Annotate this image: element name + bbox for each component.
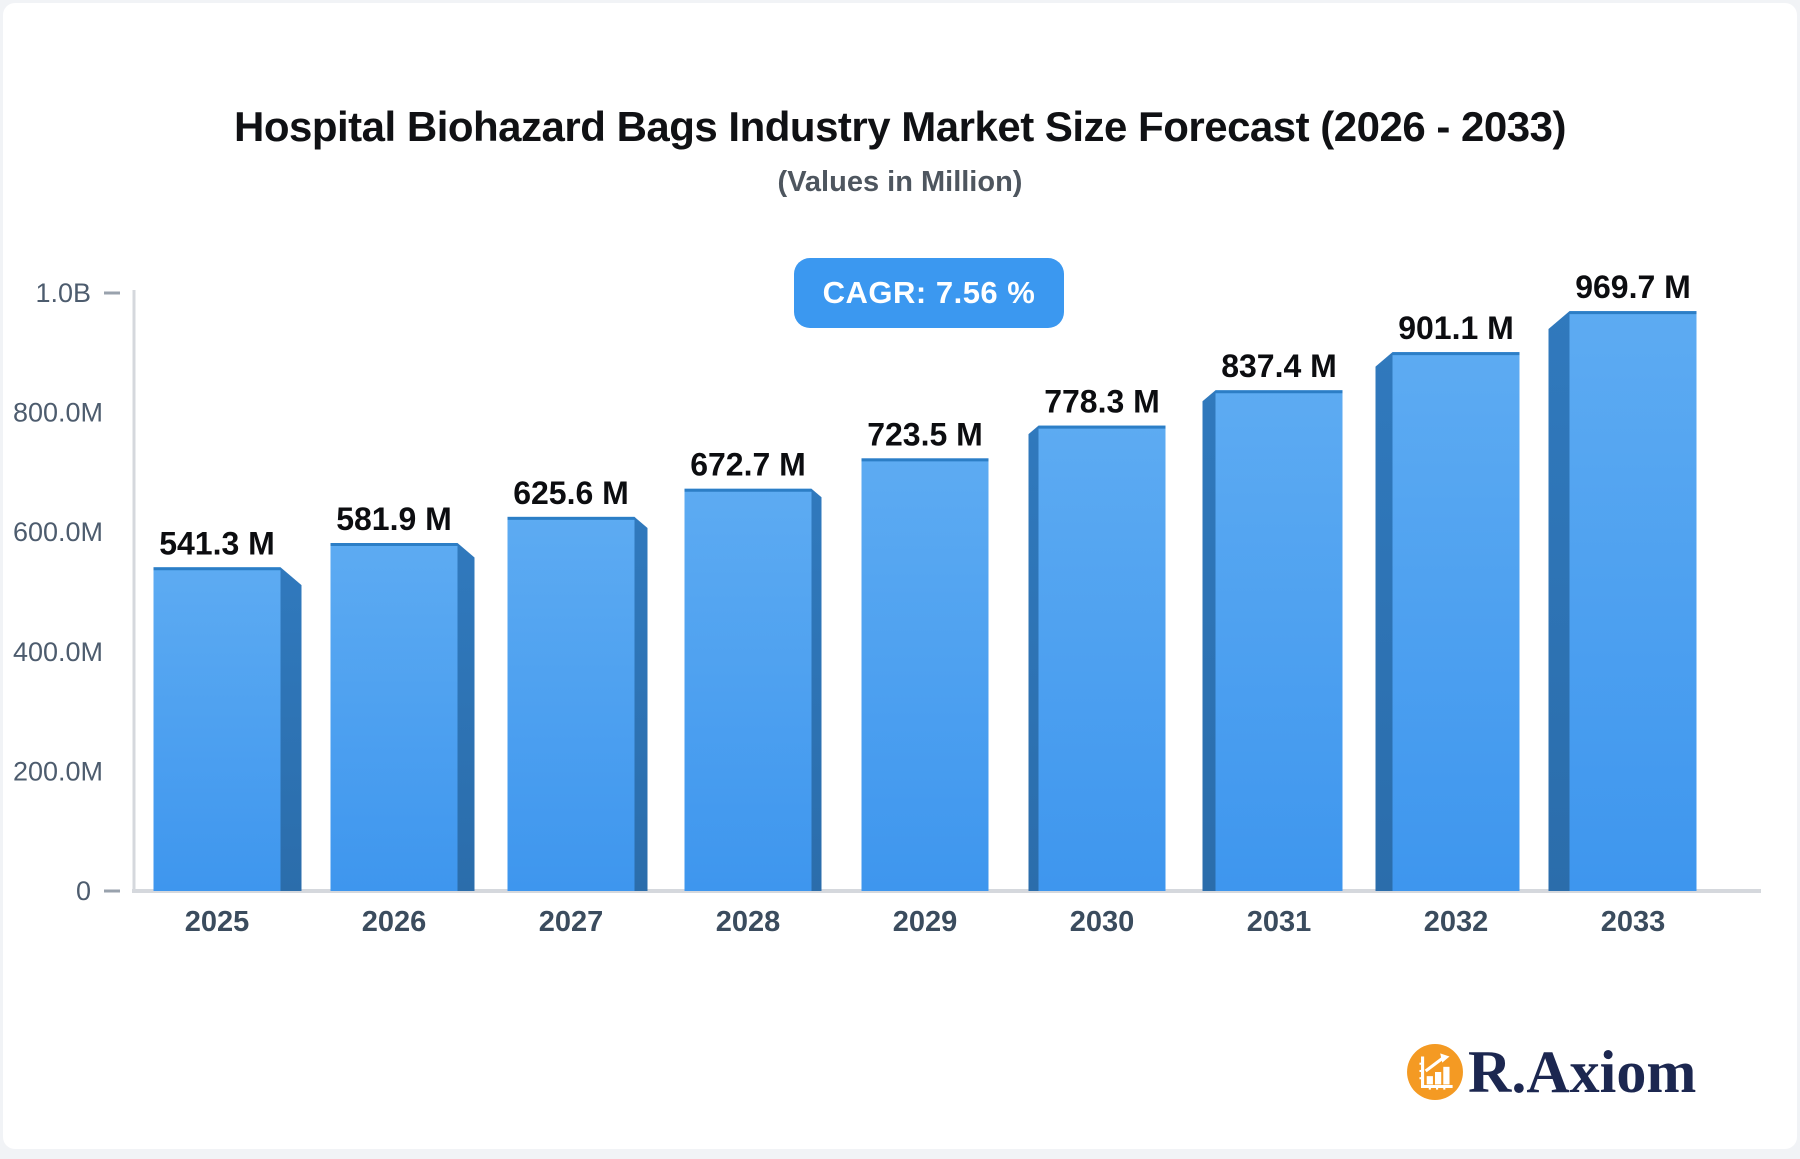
x-axis-category-label: 2030 (1070, 906, 1135, 938)
bar-value-label: 778.3 M (1044, 384, 1160, 420)
bar-front-face (684, 488, 812, 891)
bar-front-face (507, 516, 635, 891)
bar-front-face (1392, 352, 1520, 891)
x-axis-category-label: 2033 (1601, 906, 1666, 938)
bar-2027: 625.6 M 2027 (507, 475, 648, 938)
y-axis-tick-label: 0 (76, 876, 91, 906)
x-axis-category-label: 2028 (716, 906, 781, 938)
x-axis-category-label: 2032 (1424, 906, 1489, 938)
x-axis-category-label: 2031 (1247, 906, 1312, 938)
chart-title: Hospital Biohazard Bags Industry Market … (234, 103, 1566, 150)
bar-side-face (1375, 352, 1393, 891)
y-axis-tick-label: 1.0B (35, 278, 91, 308)
x-axis-category-label: 2029 (893, 906, 958, 938)
y-axis-tick-label: 600.0M (13, 517, 103, 547)
bar-value-label: 723.5 M (867, 416, 983, 452)
x-axis-category-label: 2026 (362, 906, 427, 938)
bar-value-label: 625.6 M (513, 475, 629, 511)
bar-value-label: 837.4 M (1221, 348, 1337, 384)
cagr-badge-label: CAGR: 7.56 % (822, 275, 1036, 310)
bar-front-face (1569, 311, 1697, 891)
chart-card: Hospital Biohazard Bags Industry Market … (3, 3, 1797, 1149)
bar-value-label: 581.9 M (336, 501, 452, 537)
bar-2032: 901.1 M 2032 (1375, 310, 1520, 938)
bar-2026: 581.9 M 2026 (330, 501, 475, 938)
bar-side-face (1548, 311, 1570, 891)
bar-2028: 672.7 M 2028 (684, 447, 822, 938)
y-axis-tick-label: 200.0M (13, 756, 103, 786)
bar-side-face (634, 516, 648, 891)
bar-value-label: 541.3 M (159, 525, 275, 561)
bar-2029: 723.5 M 2029 (861, 416, 989, 938)
bar-side-face (1028, 425, 1039, 891)
bar-2030: 778.3 M 2030 (1028, 384, 1166, 938)
y-axis-tick-label: 800.0M (13, 398, 103, 428)
x-axis-category-label: 2027 (539, 906, 604, 938)
bar-chart-growth-icon (1407, 1044, 1463, 1100)
bar-2025: 541.3 M 2025 (153, 525, 302, 938)
cagr-badge: CAGR: 7.56 % (794, 258, 1064, 328)
bar-value-label: 901.1 M (1398, 310, 1514, 346)
brand-logo: R.Axiom (1406, 1041, 1696, 1103)
brand-logo-text: R.Axiom (1468, 1039, 1697, 1105)
bar-value-label: 969.7 M (1575, 269, 1691, 305)
bar-front-face (1215, 390, 1343, 891)
bar-side-face (1202, 390, 1216, 891)
bar-front-face (330, 543, 458, 891)
bar-2031: 837.4 M 2031 (1202, 348, 1343, 938)
bar-chart-plot-area: 0 200.0M 400.0M 600.0M 800.0M 1.0B 541.3 M 20… (3, 3, 1800, 1159)
bar-side-face (457, 543, 475, 891)
bar-value-label: 672.7 M (690, 447, 806, 483)
bar-side-face (811, 488, 822, 891)
chart-subtitle: (Values in Million) (777, 166, 1023, 198)
bar-front-face (861, 458, 989, 891)
y-axis-tick-label: 400.0M (13, 637, 103, 667)
bar-front-face (153, 567, 281, 891)
bar-front-face (1038, 425, 1166, 891)
bar-side-face (280, 567, 302, 891)
x-axis-category-label: 2025 (185, 906, 250, 938)
bar-2033: 969.7 M 2033 (1548, 269, 1697, 938)
